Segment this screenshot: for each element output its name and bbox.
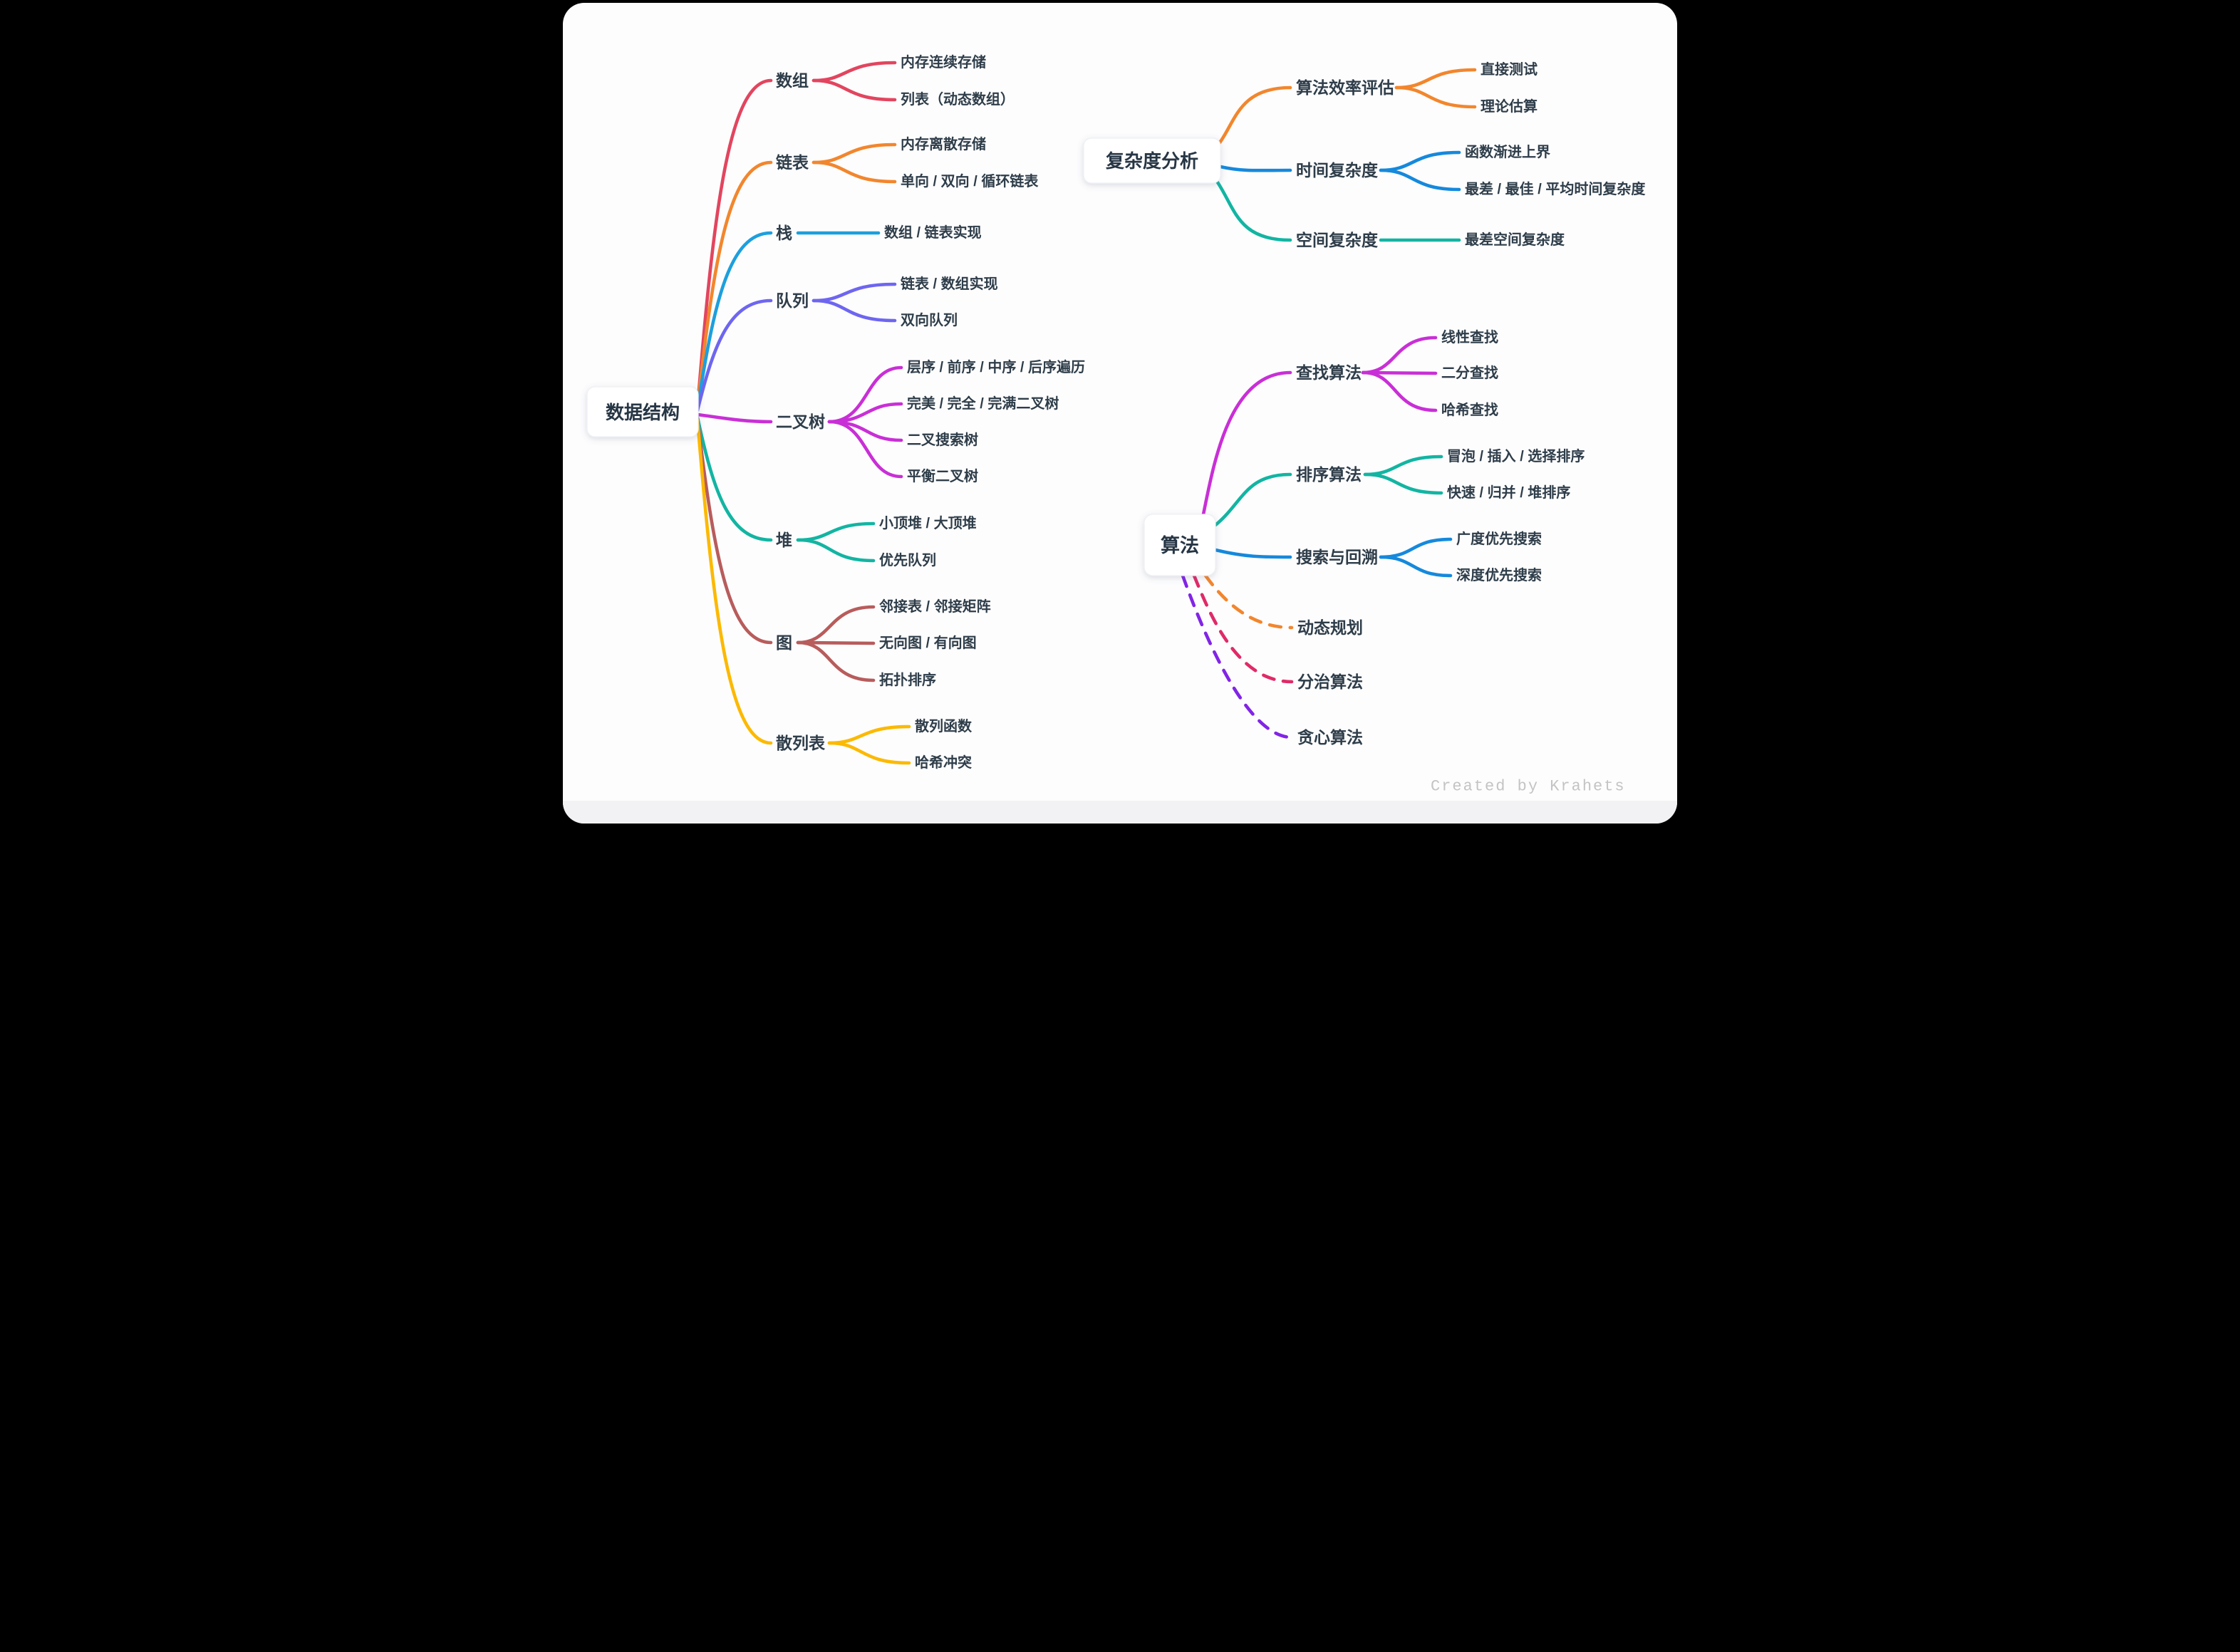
node-binary-tree[interactable]: 二叉树 — [776, 412, 825, 431]
edge-ds-hashtable — [695, 418, 773, 745]
tree-algorithms: 算法 查找算法 排序算法 搜索与回溯 动态规划 分治算法 贪心算法 线性查找 二… — [1144, 328, 1585, 747]
canvas-background — [563, 3, 1677, 824]
edge-ds-linkedlist — [695, 160, 773, 410]
node-linkedlist[interactable]: 链表 — [776, 153, 809, 172]
edge-sort-c1 — [1363, 472, 1443, 495]
node-sorting[interactable]: 排序算法 — [1296, 465, 1362, 484]
edge-backtrack-c1 — [1379, 555, 1453, 578]
node-heap[interactable]: 堆 — [776, 531, 792, 549]
edge-algo-search — [1201, 370, 1292, 516]
leaf-hash-search[interactable]: 哈希查找 — [1441, 401, 1498, 418]
node-search-backtracking[interactable]: 搜索与回溯 — [1296, 548, 1378, 566]
root-card-complexity[interactable] — [1083, 137, 1221, 184]
leaf-theoretical-estimate[interactable]: 理论估算 — [1481, 98, 1538, 115]
node-efficiency-eval[interactable]: 算法效率评估 — [1296, 78, 1394, 97]
leaf-deque[interactable]: 双向队列 — [901, 311, 958, 328]
leaf-min-max-heap[interactable]: 小顶堆 / 大顶堆 — [879, 514, 977, 531]
edge-algo-sort — [1213, 472, 1292, 527]
edge-algo-backtrack — [1213, 548, 1292, 559]
edge-btree-c3 — [827, 420, 903, 479]
leaf-contiguous-memory[interactable]: 内存连续存储 — [901, 53, 986, 71]
edge-heap-c1 — [796, 538, 876, 563]
leaf-list-dynamic-array[interactable]: 列表（动态数组） — [901, 90, 1015, 108]
leaf-worst-best-average-time[interactable]: 最差 / 最佳 / 平均时间复杂度 — [1465, 180, 1646, 197]
node-greedy[interactable]: 贪心算法 — [1297, 728, 1363, 747]
leaf-directed-undirected[interactable]: 无向图 / 有向图 — [879, 634, 977, 651]
mindmap-frame: 数据结构 数组 链表 栈 队列 二叉树 堆 图 散列表 内存连续存储 列表（动态… — [560, 0, 1680, 826]
edge-algo-divide — [1192, 573, 1294, 684]
bottom-band — [563, 801, 1677, 824]
root-label-data-structures[interactable]: 数据结构 — [606, 402, 680, 423]
root-label-algorithms[interactable]: 算法 — [1161, 534, 1199, 556]
leaf-queue-impl[interactable]: 链表 / 数组实现 — [901, 275, 998, 292]
leaf-bubble-insert-select[interactable]: 冒泡 / 插入 / 选择排序 — [1447, 447, 1585, 464]
leaf-bfs[interactable]: 广度优先搜索 — [1456, 530, 1542, 547]
leaf-direct-test[interactable]: 直接测试 — [1481, 61, 1538, 78]
leaf-traversals[interactable]: 层序 / 前序 / 中序 / 后序遍历 — [907, 358, 1085, 375]
edge-algo-greedy — [1181, 573, 1294, 739]
edge-search-c2 — [1361, 370, 1438, 412]
edge-ds-queue — [695, 298, 773, 412]
edge-ds-array — [695, 78, 773, 410]
node-space-complexity[interactable]: 空间复杂度 — [1296, 231, 1379, 249]
edge-cx-time — [1218, 165, 1292, 172]
edge-queue-c1 — [812, 298, 897, 323]
tree-complexity-analysis: 复杂度分析 算法效率评估 时间复杂度 空间复杂度 直接测试 理论估算 函数渐进上… — [1083, 61, 1646, 249]
leaf-balanced-tree[interactable]: 平衡二叉树 — [907, 467, 978, 484]
leaf-priority-queue[interactable]: 优先队列 — [879, 551, 936, 568]
credit-text: Created by Krahets — [1431, 778, 1626, 796]
edge-array-c1 — [812, 78, 897, 102]
leaf-discrete-memory[interactable]: 内存离散存储 — [901, 135, 986, 152]
leaf-single-double-circular[interactable]: 单向 / 双向 / 循环链表 — [901, 172, 1039, 189]
leaf-hash-function[interactable]: 散列函数 — [915, 717, 973, 734]
edge-linkedlist-c1 — [812, 160, 897, 184]
leaf-hash-collision[interactable]: 哈希冲突 — [915, 754, 972, 771]
node-stack[interactable]: 栈 — [776, 224, 792, 242]
node-hash-table[interactable]: 散列表 — [776, 734, 826, 752]
leaf-adjacency[interactable]: 邻接表 / 邻接矩阵 — [879, 598, 991, 615]
edge-time-c1 — [1379, 168, 1461, 192]
node-array[interactable]: 数组 — [776, 71, 809, 90]
node-searching[interactable]: 查找算法 — [1296, 363, 1362, 382]
node-queue[interactable]: 队列 — [776, 291, 809, 310]
node-graph[interactable]: 图 — [776, 633, 792, 652]
edge-ds-graph — [695, 417, 773, 645]
leaf-quick-merge-heap-sort[interactable]: 快速 / 归并 / 堆排序 — [1447, 484, 1570, 501]
leaf-dfs[interactable]: 深度优先搜索 — [1456, 566, 1542, 583]
edge-ds-heap — [695, 415, 773, 542]
edge-cx-space — [1214, 178, 1292, 242]
node-divide-and-conquer[interactable]: 分治算法 — [1297, 672, 1363, 691]
root-card-data-structures[interactable] — [586, 386, 699, 437]
leaf-perfect-complete-full[interactable]: 完美 / 完全 / 完满二叉树 — [907, 395, 1059, 412]
edge-ds-binarytree — [695, 412, 773, 424]
mindmap-svg: 数据结构 数组 链表 栈 队列 二叉树 堆 图 散列表 内存连续存储 列表（动态… — [563, 3, 1677, 824]
leaf-binary-search[interactable]: 二分查找 — [1441, 364, 1498, 381]
tree-data-structures: 数据结构 数组 链表 栈 队列 二叉树 堆 图 散列表 内存连续存储 列表（动态… — [586, 53, 1085, 771]
leaf-linear-search[interactable]: 线性查找 — [1441, 328, 1498, 346]
edge-efficiency-c1 — [1394, 85, 1477, 109]
edge-ds-stack — [695, 231, 773, 411]
node-dynamic-programming[interactable]: 动态规划 — [1297, 618, 1363, 637]
edge-cx-efficiency — [1216, 85, 1292, 147]
node-time-complexity[interactable]: 时间复杂度 — [1296, 161, 1379, 180]
edge-graph-c2 — [796, 640, 876, 682]
root-card-algorithms[interactable] — [1144, 514, 1216, 576]
leaf-worst-space[interactable]: 最差空间复杂度 — [1465, 231, 1565, 248]
leaf-bst[interactable]: 二叉搜索树 — [907, 431, 978, 448]
leaf-stack-impl[interactable]: 数组 / 链表实现 — [884, 224, 982, 241]
root-label-complexity[interactable]: 复杂度分析 — [1106, 150, 1198, 172]
edge-algo-dp — [1203, 573, 1294, 630]
leaf-topological-sort[interactable]: 拓扑排序 — [879, 671, 936, 688]
edge-hash-c1 — [827, 741, 911, 765]
leaf-asymptotic-upper-bound[interactable]: 函数渐进上界 — [1465, 143, 1550, 160]
